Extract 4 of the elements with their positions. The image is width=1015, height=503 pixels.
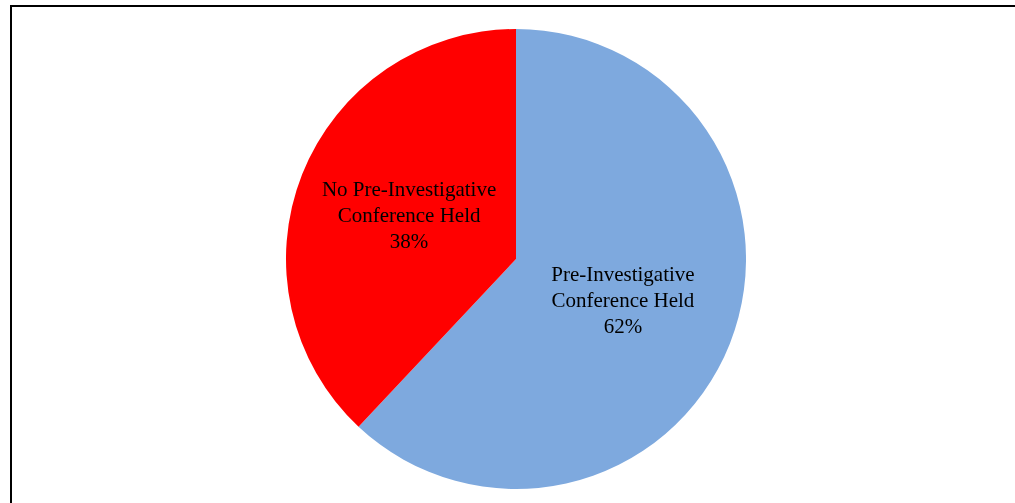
data-label: 62% [603,313,643,338]
slice-label: Pre-Investigative Conference Held [551,261,695,312]
slice-label: No Pre-Investigative Conference Held [321,177,497,228]
data-label: 38% [389,229,429,254]
